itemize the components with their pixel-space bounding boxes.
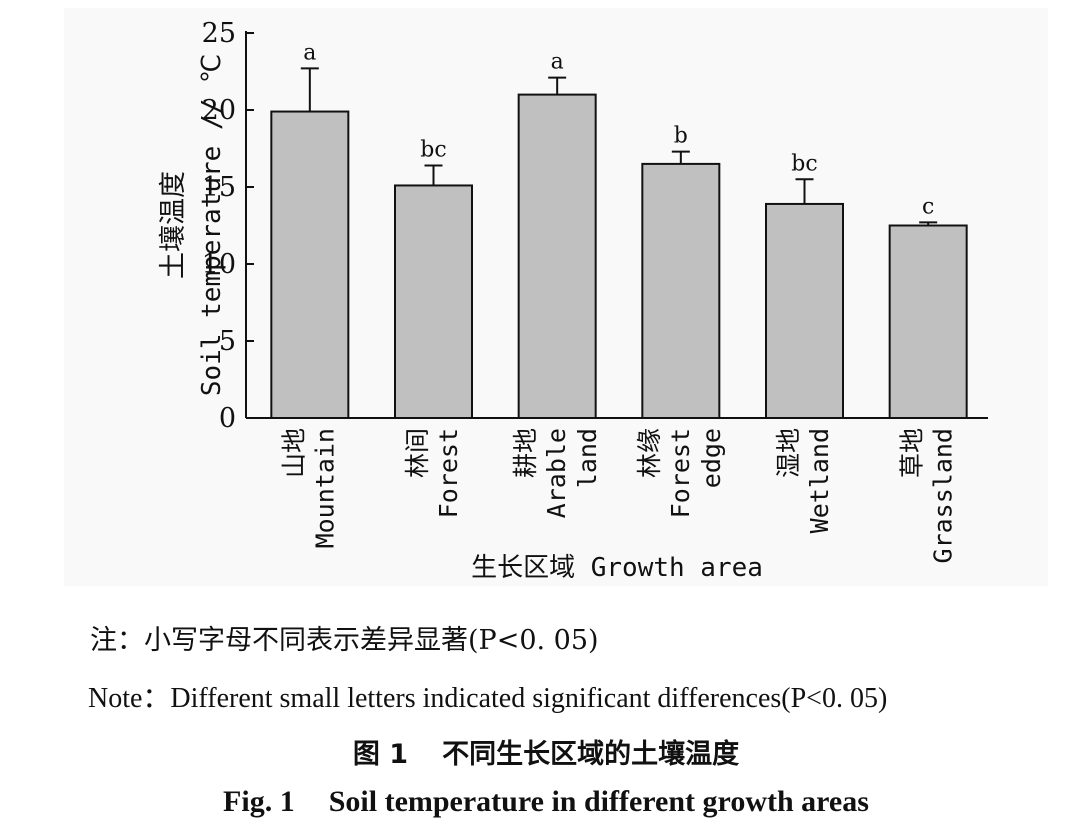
significance-label: c (922, 194, 934, 219)
significance-label: a (303, 40, 316, 65)
x-category-label: land (573, 428, 602, 488)
y-axis-title-chinese: 土壤温度 (158, 171, 189, 279)
y-tick-label: 25 (202, 18, 236, 49)
x-category-label: 山地 (279, 428, 308, 478)
x-category-label: Mountain (310, 428, 339, 548)
note-chinese: 注：小写字母不同表示差异显著(P<0. 05) (90, 625, 599, 656)
x-category-label: Forest (666, 428, 695, 518)
y-tick-label: 20 (202, 95, 236, 126)
x-axis-title: 生长区域 Growth area (471, 553, 763, 583)
note-english: Note：Different small letters indicated s… (88, 683, 888, 714)
figure-title-chinese: 图 1 不同生长区域的土壤温度 (0, 732, 1092, 771)
significance-label: bc (420, 137, 446, 162)
y-tick-label: 5 (219, 326, 236, 357)
bar (270, 110, 350, 419)
significance-label: a (551, 50, 564, 75)
figure-number-chinese: 图 1 (352, 739, 409, 770)
bar (888, 224, 968, 419)
significance-label: bc (791, 151, 817, 176)
bar (765, 202, 844, 419)
bar (517, 93, 597, 419)
x-category-label: Arable (542, 428, 571, 518)
x-category-label: 湿地 (774, 428, 803, 478)
figure-number-english: Fig. 1 (223, 785, 295, 818)
x-category-label: 林间 (403, 428, 432, 478)
x-category-label: Wetland (805, 428, 834, 533)
y-tick-label: 15 (202, 172, 236, 203)
y-axis-title-english: Soil temperature // ℃ (197, 54, 227, 396)
x-category-label: 耕地 (511, 428, 540, 478)
figure-title-text-english: Soil temperature in different growth are… (328, 785, 869, 818)
y-tick-label: 0 (219, 403, 236, 434)
x-category-label: Grassland (929, 428, 958, 563)
x-category-label: edge (697, 428, 726, 488)
x-category-label: 草地 (898, 428, 927, 478)
figure-title-english: Fig. 1 Soil temperature in different grow… (0, 785, 1092, 819)
x-category-label: 林缘 (635, 428, 664, 478)
figure-title-text-chinese: 不同生长区域的土壤温度 (442, 739, 740, 770)
x-category-label: Forest (434, 428, 463, 518)
y-tick-label: 10 (202, 249, 236, 280)
bar (394, 184, 473, 419)
chart-panel: 0 5 10 15 20 25 a 山地 Mountain bc 林间 Forest a 耕地 Arable… (64, 8, 1048, 586)
bar (641, 162, 721, 419)
significance-label: b (674, 124, 688, 149)
